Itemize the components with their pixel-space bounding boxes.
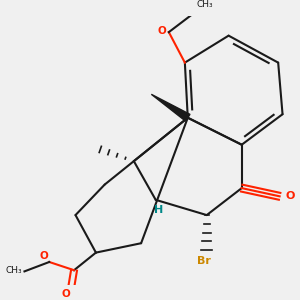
- Text: O: O: [61, 289, 70, 299]
- Text: O: O: [158, 26, 166, 36]
- Text: O: O: [285, 191, 294, 201]
- Text: H: H: [154, 205, 163, 215]
- Text: CH₃: CH₃: [5, 266, 22, 274]
- Text: CH₃: CH₃: [196, 1, 213, 10]
- Text: Br: Br: [197, 256, 211, 266]
- Text: O: O: [39, 250, 48, 261]
- Polygon shape: [151, 94, 190, 121]
